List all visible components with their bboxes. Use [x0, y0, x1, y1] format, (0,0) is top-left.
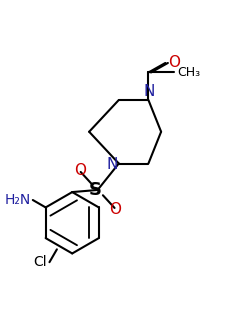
Text: N: N: [106, 157, 117, 172]
Text: N: N: [143, 84, 155, 99]
Text: S: S: [89, 181, 101, 199]
Text: CH₃: CH₃: [176, 66, 199, 79]
Text: O: O: [168, 56, 180, 70]
Text: O: O: [73, 164, 85, 179]
Text: Cl: Cl: [34, 255, 47, 269]
Text: H₂N: H₂N: [4, 193, 31, 207]
Text: O: O: [109, 201, 121, 216]
